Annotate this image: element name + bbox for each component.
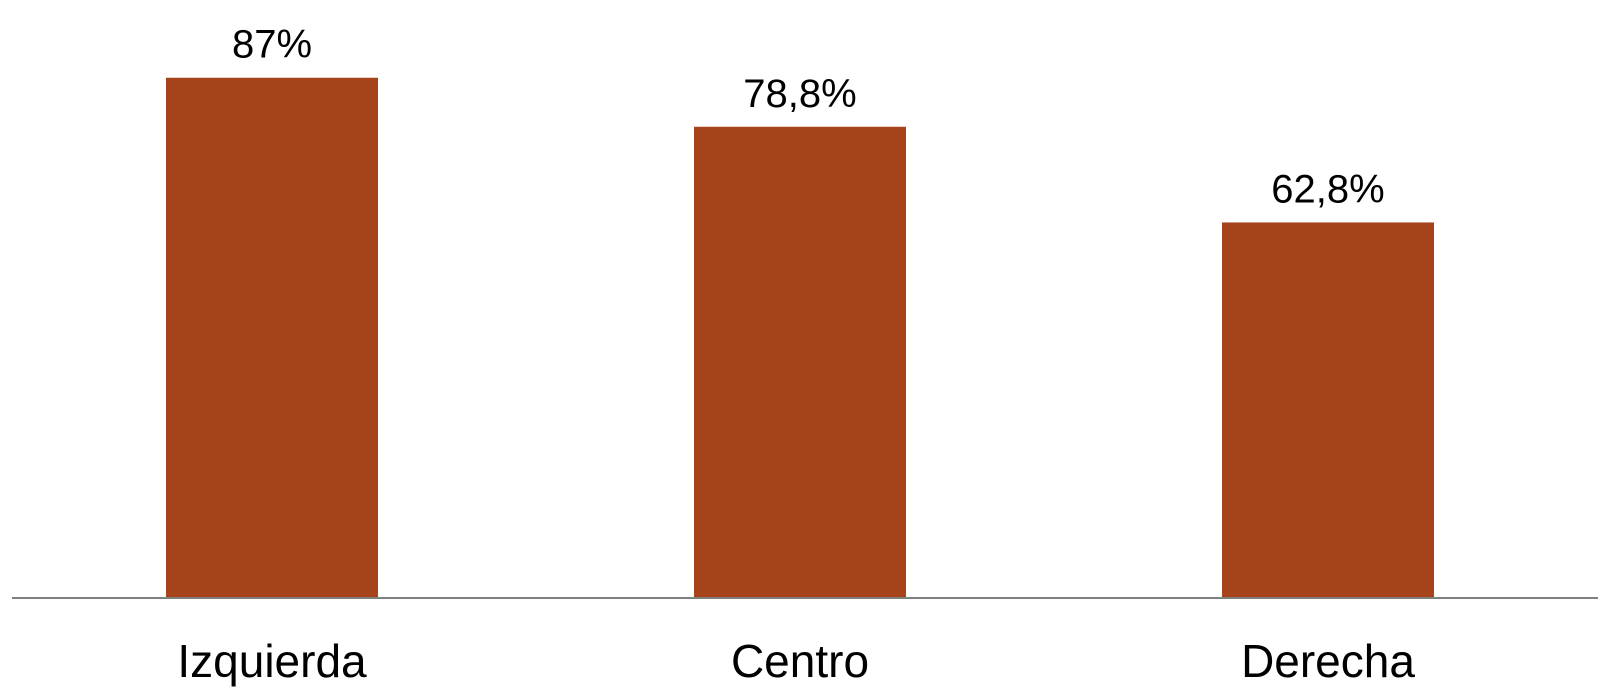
x-tick-label-centro: Centro: [731, 635, 869, 687]
x-tick-label-izquierda: Izquierda: [177, 635, 367, 687]
bars-group: [166, 77, 1434, 599]
x-tick-labels-group: Izquierda Centro Derecha: [177, 635, 1415, 687]
x-tick-label-derecha: Derecha: [1241, 635, 1415, 687]
data-labels-group: 87% 78,8% 62,8%: [232, 23, 1385, 212]
data-label-izquierda: 87%: [232, 23, 312, 67]
data-label-centro: 78,8%: [743, 72, 856, 116]
bar-centro: [694, 126, 906, 598]
bar-derecha: [1222, 222, 1434, 598]
bar-izquierda: [166, 77, 378, 599]
data-label-derecha: 62,8%: [1271, 167, 1384, 211]
